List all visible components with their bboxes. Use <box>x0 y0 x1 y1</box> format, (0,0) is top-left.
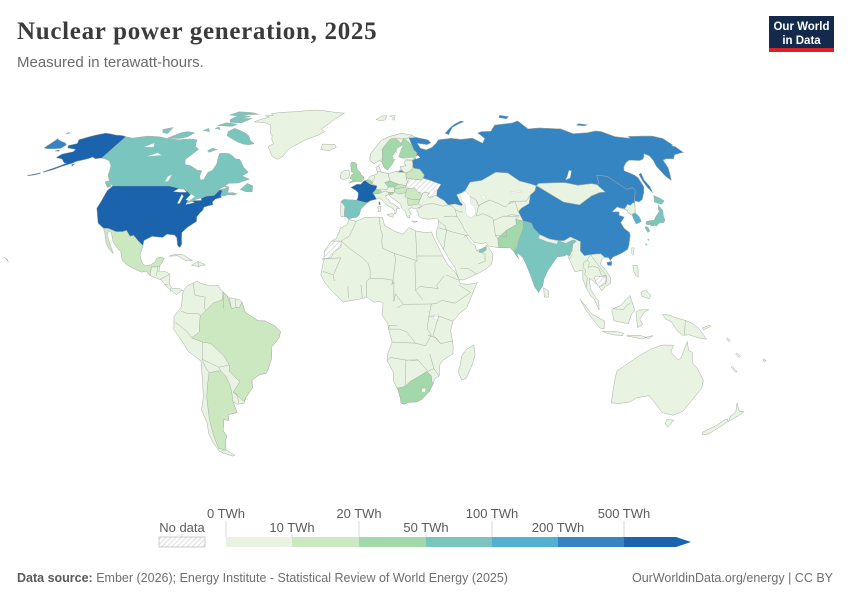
svg-text:50 TWh: 50 TWh <box>403 520 448 535</box>
svg-text:10 TWh: 10 TWh <box>269 520 314 535</box>
svg-text:0 TWh: 0 TWh <box>207 506 245 521</box>
svg-text:100 TWh: 100 TWh <box>466 506 519 521</box>
svg-text:20 TWh: 20 TWh <box>336 506 381 521</box>
svg-text:500 TWh: 500 TWh <box>598 506 651 521</box>
svg-text:200 TWh: 200 TWh <box>532 520 585 535</box>
svg-text:No data: No data <box>159 520 205 535</box>
